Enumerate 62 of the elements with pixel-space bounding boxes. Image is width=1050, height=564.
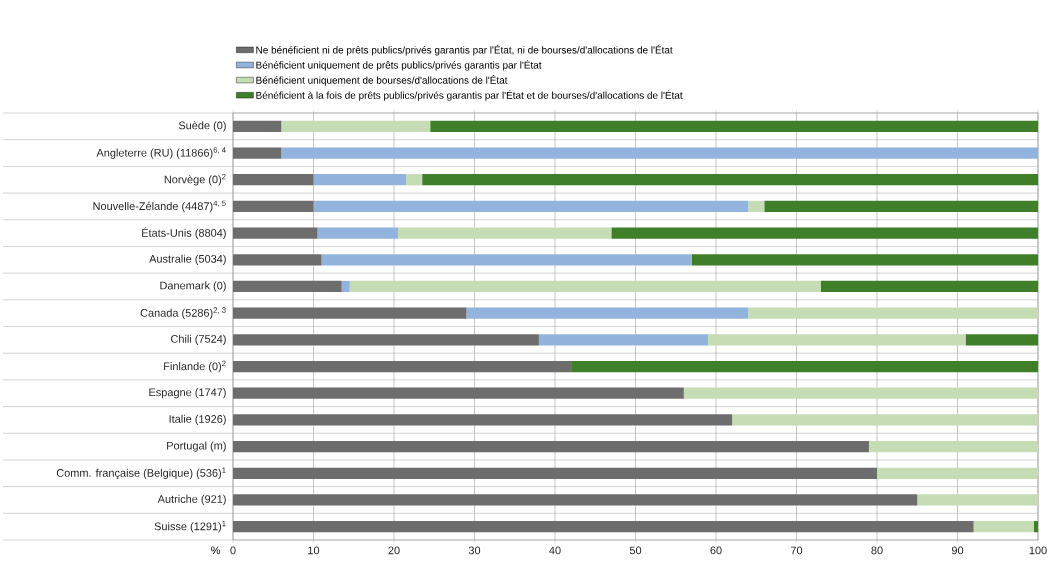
y-tick-label: Suisse (1291)$^{1}$ [154, 520, 226, 533]
x-tick-label: 40 [549, 546, 561, 555]
bar [683, 387, 1039, 399]
y-tick-label: États-Unis (8804) [142, 227, 226, 239]
bar [877, 467, 1039, 479]
x-tick-label: 20 [388, 546, 400, 555]
bar [1033, 521, 1039, 533]
bar [965, 334, 1039, 346]
x-tick-label: 10 [308, 546, 320, 555]
bar [820, 280, 1039, 293]
legend-label: Ne bénéficient ni de prêts publics/privés garantis par l'État, ni de bourses/d'allocations de l'État [256, 44, 673, 56]
x-tick-label: 90 [951, 546, 964, 555]
y-tick-label: Danemark (0) [160, 281, 226, 292]
bar [571, 360, 1039, 373]
x-tick-label: 60 [710, 546, 722, 555]
y-tick-label: Norvège (0)$^{2}$ [164, 173, 226, 186]
bar [281, 147, 1039, 159]
bar [317, 227, 399, 239]
x-axis-title: % [211, 546, 221, 555]
y-tick-label: Angleterre (RU) (11866)$^{6, 4}$ [96, 147, 226, 159]
bar [973, 521, 1034, 533]
bar [398, 227, 612, 239]
bar [748, 200, 765, 213]
y-tick-label: Canada (5286)$^{2, 3}$ [140, 307, 226, 319]
bar [707, 334, 966, 346]
bar [868, 441, 1039, 453]
x-tick-label: 30 [468, 546, 481, 555]
bar [538, 334, 708, 346]
bar [430, 120, 1039, 132]
bar [764, 200, 1039, 213]
x-tick-label: 50 [629, 546, 642, 555]
x-tick-label: 0 [230, 546, 236, 555]
y-tick-label: Nouvelle-Zélande (4487)$^{4, 5}$ [93, 200, 226, 213]
y-tick-label: Suède (0) [178, 121, 226, 132]
y-tick-label: Australie (5034) [149, 254, 226, 265]
bar [341, 280, 350, 293]
bar [349, 280, 821, 293]
bar [917, 494, 1039, 506]
bar [422, 174, 1039, 186]
bar [466, 307, 749, 319]
bar [611, 227, 1039, 239]
x-tick-label: 70 [790, 546, 803, 555]
bar [313, 200, 749, 213]
y-tick-label: Comm. française (Belgique) (536)$^{1}$ [56, 467, 226, 480]
x-tick-label: 100 [1029, 546, 1047, 555]
legend-label: Bénéficient à la fois de prêts publics/privés garantis par l'État et de bourses/d'allocations de l'État [256, 90, 683, 101]
y-tick-label: Finlande (0)$^{2}$ [164, 360, 226, 373]
legend-label: Bénéficient uniquement de bourses/d'allocations de l'État [256, 75, 508, 86]
y-tick-label: Italie (1926) [169, 414, 226, 426]
y-tick-label: Portugal (m) [167, 441, 226, 452]
bar [748, 307, 1039, 319]
bar [321, 254, 692, 266]
bar [732, 414, 1039, 426]
x-tick-label: 80 [871, 546, 883, 555]
bar [406, 174, 423, 186]
y-tick-label: Autriche (921) [157, 494, 226, 506]
bar [691, 254, 1039, 266]
y-tick-label: Espagne (1747) [149, 388, 226, 399]
bar [281, 120, 431, 132]
legend-label: Bénéficient uniquement de prêts publics/privés garantis par l'État [256, 59, 542, 71]
y-tick-label: Chili (7524) [171, 334, 226, 345]
bar [313, 174, 407, 186]
